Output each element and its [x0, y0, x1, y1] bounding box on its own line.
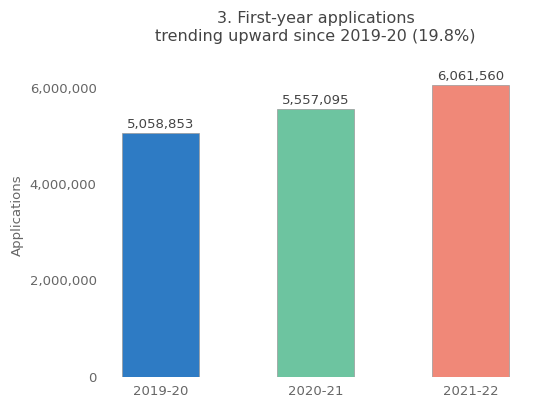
Text: 6,061,560: 6,061,560 [437, 70, 504, 83]
Bar [122, 133, 199, 377]
Y-axis label: Applications: Applications [11, 175, 24, 256]
Bar [432, 85, 510, 377]
Bar [277, 109, 354, 377]
Title: 3. First-year applications
trending upward since 2019-20 (19.8%): 3. First-year applications trending upwa… [156, 11, 476, 43]
Text: 5,557,095: 5,557,095 [282, 94, 349, 107]
Text: 5,058,853: 5,058,853 [127, 118, 194, 131]
